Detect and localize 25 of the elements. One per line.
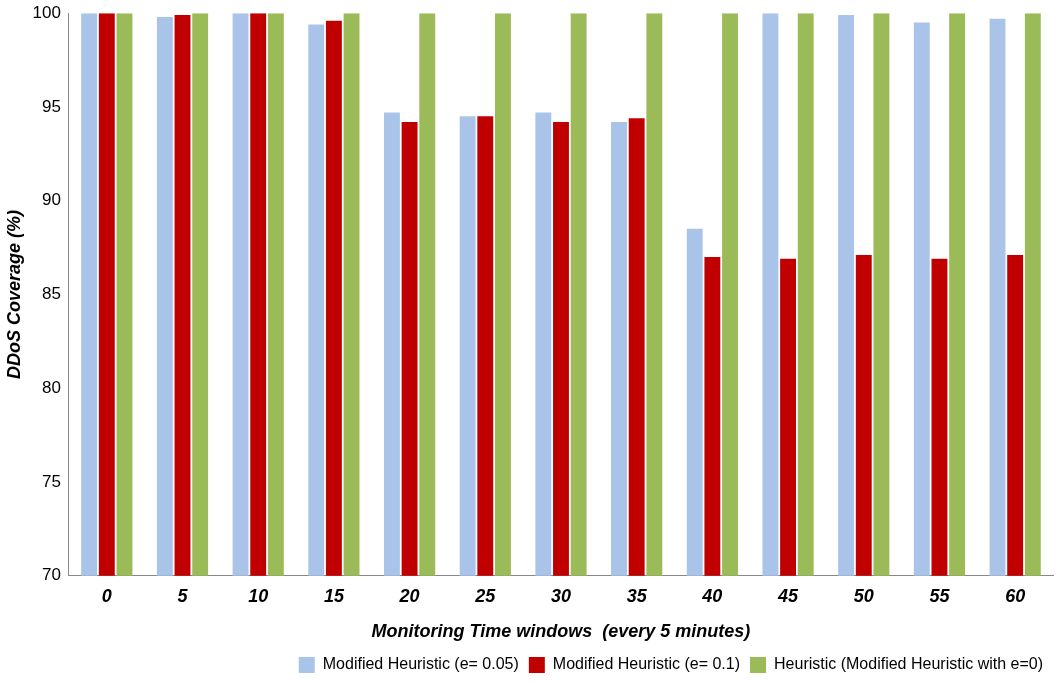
y-tick-label: 100 [32,2,61,22]
y-tick-label: 90 [42,190,61,210]
x-axis-title: Monitoring Time windows (every 5 minutes) [371,621,751,642]
x-tick-label: 30 [550,585,571,606]
x-tick-label: 0 [101,585,112,606]
legend-label: Heuristic (Modified Heuristic with e=0) [774,655,1044,673]
y-tick-label: 75 [42,471,61,491]
legend-label: Modified Heuristic (e= 0.05) [322,655,519,673]
x-tick-label: 35 [626,585,648,606]
x-tick-label: 45 [777,585,800,606]
y-tick-label: 95 [42,96,61,116]
y-tick-label: 70 [42,565,61,585]
y-axis-title: DDoS Coverage (%) [3,209,24,380]
x-tick-label: 20 [398,585,420,606]
x-tick-label: 40 [701,585,723,606]
x-tick-label: 15 [323,585,345,606]
x-tick-label: 55 [929,585,951,606]
x-tick-label: 50 [853,585,874,606]
legend-label: Modified Heuristic (e= 0.1) [552,655,741,673]
x-tick-label: 25 [474,585,497,606]
y-tick-label: 80 [42,377,61,397]
x-tick-label: 10 [248,585,269,606]
y-tick-label: 85 [42,284,61,304]
x-tick-label: 5 [177,585,189,606]
x-tick-label: 60 [1005,585,1026,606]
